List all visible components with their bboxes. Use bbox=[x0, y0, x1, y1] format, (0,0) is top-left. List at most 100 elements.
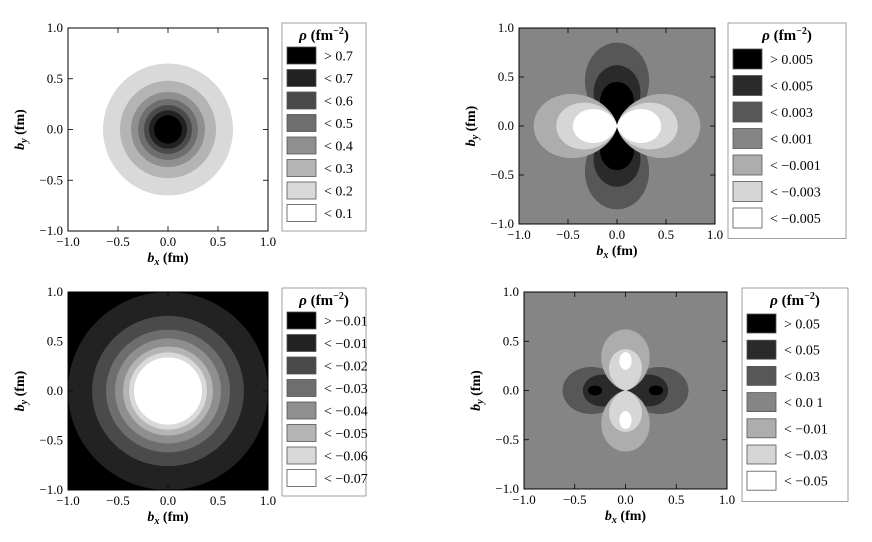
legend-swatch bbox=[286, 334, 317, 352]
legend-swatch bbox=[286, 379, 317, 397]
x-tick-label: −1.0 bbox=[56, 234, 80, 249]
legend-swatch bbox=[286, 46, 317, 65]
legend-title: ρ (fm−2) bbox=[769, 291, 820, 309]
x-tick-label: −0.5 bbox=[556, 227, 580, 242]
y-tick-label: 0.5 bbox=[498, 69, 514, 84]
legend-swatch bbox=[732, 181, 763, 202]
legend: ρ (fm−2) > 0.05 < 0.05 < 0.03 < 0.0 1 < −0.01… bbox=[741, 287, 849, 502]
legend-entry: > −0.01 bbox=[324, 315, 368, 330]
legend-swatch bbox=[732, 207, 763, 229]
legend-swatch bbox=[286, 136, 317, 155]
x-tick-label: 0.0 bbox=[617, 492, 633, 507]
x-tick-label: −1.0 bbox=[512, 492, 536, 507]
legend-entry: < −0.01 bbox=[324, 337, 368, 352]
y-axis-label: by (fm) bbox=[13, 370, 30, 411]
panel-bottom-right: −1.0−1.0 −0.5 −0.5 0.0 0.0 0.5 0.5 1.0 1.0 bx (fm… bbox=[469, 284, 849, 526]
contour-spot-0 bbox=[587, 385, 603, 396]
legend-swatch bbox=[732, 101, 763, 123]
x-axis-label: bx (fm) bbox=[147, 510, 188, 527]
legend-entry: < −0.06 bbox=[324, 450, 368, 465]
contour-area bbox=[524, 292, 727, 489]
legend-swatch bbox=[746, 313, 777, 334]
legend-swatch bbox=[286, 204, 317, 222]
legend-swatch bbox=[286, 91, 317, 110]
legend-entry: < 0.2 bbox=[324, 185, 353, 200]
legend-swatch bbox=[732, 154, 763, 176]
legend-entry: < −0.02 bbox=[324, 360, 368, 375]
legend-entry: > 0.05 bbox=[784, 318, 820, 333]
legend-title: ρ (fm−2) bbox=[761, 26, 812, 44]
legend-entry: > 0.7 bbox=[324, 50, 353, 65]
panel-bottom-left: −1.0−1.0 −0.5 −0.5 0.0 0.0 0.5 0.5 1.0 1.0 bx (fm… bbox=[13, 284, 368, 527]
x-axis-label: bx (fm) bbox=[147, 251, 188, 268]
legend-entry: < 0.003 bbox=[770, 106, 813, 121]
legend-swatch bbox=[732, 75, 763, 96]
y-tick-label: 1.0 bbox=[498, 20, 514, 35]
legend-title: ρ (fm−2) bbox=[298, 291, 349, 309]
legend-swatch bbox=[746, 339, 777, 360]
y-axis-label: by (fm) bbox=[13, 109, 30, 150]
legend-entry: < −0.003 bbox=[770, 186, 821, 201]
legend-swatch bbox=[286, 69, 317, 87]
x-tick-label: 0.5 bbox=[668, 492, 684, 507]
contour-area bbox=[519, 28, 715, 224]
legend-entry: < −0.03 bbox=[784, 449, 828, 464]
legend-entry: > 0.005 bbox=[770, 53, 813, 68]
y-tick-label: −1.0 bbox=[39, 223, 63, 238]
legend: ρ (fm−2) > 0.7 < 0.7 < 0.6 < 0.5 < 0.4 < 0.3 < … bbox=[281, 22, 367, 232]
y-tick-label: 0.5 bbox=[503, 333, 519, 348]
x-tick-label: −1.0 bbox=[507, 227, 531, 242]
x-tick-label: 0.0 bbox=[160, 493, 176, 508]
y-tick-label: 0.5 bbox=[47, 71, 63, 86]
legend-swatch bbox=[746, 470, 777, 491]
legend-entry: < 0.001 bbox=[770, 133, 813, 148]
legend-swatch bbox=[746, 365, 777, 386]
legend-swatch bbox=[732, 48, 763, 70]
contour-area bbox=[68, 292, 268, 490]
x-tick-label: 0.5 bbox=[658, 227, 674, 242]
y-tick-label: −0.5 bbox=[39, 433, 63, 448]
legend-entry: < 0.3 bbox=[324, 162, 353, 177]
legend-entry: < −0.07 bbox=[324, 472, 368, 487]
legend-swatch bbox=[732, 128, 763, 149]
x-axis-label: bx (fm) bbox=[605, 509, 646, 526]
x-tick-label: 1.0 bbox=[260, 234, 276, 249]
y-tick-label: 1.0 bbox=[47, 20, 63, 35]
y-axis-label: by (fm) bbox=[464, 105, 481, 146]
legend-swatch bbox=[286, 114, 317, 132]
legend: ρ (fm−2) > −0.01 < −0.01 < −0.02 < −0.03 < −0… bbox=[281, 287, 368, 497]
legend-swatch bbox=[746, 418, 777, 439]
y-tick-label: 1.0 bbox=[47, 284, 63, 299]
y-tick-label: 0.0 bbox=[503, 383, 519, 398]
x-tick-label: 1.0 bbox=[707, 227, 723, 242]
y-tick-label: −0.5 bbox=[495, 432, 519, 447]
contour-level-6 bbox=[134, 357, 202, 425]
contour-area bbox=[68, 28, 268, 231]
contour-lobe-5 bbox=[572, 109, 662, 143]
y-tick-label: 0.5 bbox=[47, 334, 63, 349]
y-tick-label: −1.0 bbox=[39, 482, 63, 497]
x-tick-label: 1.0 bbox=[719, 492, 735, 507]
legend-entry: < 0.4 bbox=[324, 140, 353, 155]
legend-entry: < 0.0 1 bbox=[784, 396, 823, 411]
legend-swatch bbox=[286, 401, 317, 420]
x-axis-label: bx (fm) bbox=[596, 244, 637, 261]
legend-entry: < −0.005 bbox=[770, 212, 821, 227]
x-tick-label: −1.0 bbox=[56, 493, 80, 508]
legend-entry: < 0.6 bbox=[324, 95, 353, 110]
legend-entry: < −0.05 bbox=[784, 475, 828, 490]
x-tick-label: −0.5 bbox=[106, 493, 130, 508]
y-tick-label: 1.0 bbox=[503, 284, 519, 299]
y-tick-label: 0.0 bbox=[47, 122, 63, 137]
contour-lobe-3 bbox=[609, 349, 642, 432]
legend-swatch bbox=[746, 392, 777, 413]
legend-swatch bbox=[746, 444, 777, 465]
y-tick-label: −1.0 bbox=[495, 481, 519, 496]
legend-entry: < 0.7 bbox=[324, 72, 353, 87]
legend-swatch bbox=[286, 424, 317, 442]
legend-entry: < 0.03 bbox=[784, 370, 820, 385]
legend-entry: < −0.03 bbox=[324, 382, 368, 397]
legend-entry: < 0.05 bbox=[784, 344, 820, 359]
legend-swatch bbox=[286, 159, 317, 177]
